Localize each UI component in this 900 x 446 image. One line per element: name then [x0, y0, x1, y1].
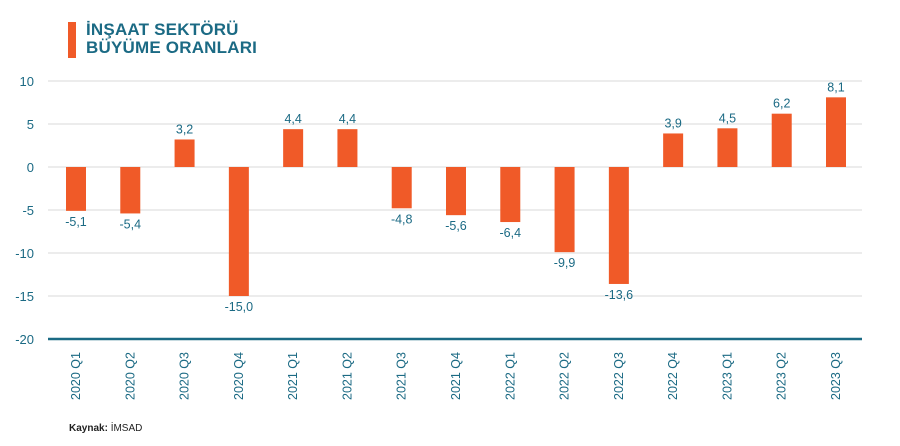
bars [66, 97, 846, 296]
source-note: Kaynak: İMSAD [69, 423, 142, 434]
value-label: -13,6 [605, 288, 634, 302]
value-label: -9,9 [554, 256, 576, 270]
bar [554, 167, 575, 253]
bar [663, 133, 684, 167]
x-tick-label: 2022 Q2 [558, 352, 572, 400]
bar [826, 97, 846, 167]
x-tick-label: 2023 Q2 [775, 352, 789, 400]
y-tick-label: 5 [27, 117, 34, 132]
x-tick-label: 2022 Q4 [666, 352, 680, 400]
value-label: -5,6 [445, 219, 467, 233]
value-label: 4,5 [719, 111, 736, 125]
title-text: İNŞAAT SEKTÖRÜ BÜYÜME ORANLARI [86, 21, 257, 57]
bar [120, 167, 141, 214]
title-line-1: İNŞAAT SEKTÖRÜ [86, 20, 239, 39]
y-tick-label: -5 [22, 203, 34, 218]
bar [228, 167, 249, 296]
x-tick-label: 2021 Q1 [286, 352, 300, 400]
x-tick-label: 2020 Q2 [123, 352, 137, 400]
x-tick-label: 2023 Q1 [720, 352, 734, 400]
y-tick-label: 10 [20, 74, 34, 89]
bar [66, 167, 86, 211]
value-label: -5,4 [120, 217, 142, 231]
value-label: 3,2 [176, 122, 193, 136]
x-tick-label: 2021 Q4 [449, 352, 463, 400]
title-line-2: BÜYÜME ORANLARI [86, 38, 258, 57]
y-tick-label: 0 [27, 160, 34, 175]
y-axis-ticks: 10 5 0 -5 -10 -15 -20 [15, 74, 34, 347]
bar [446, 167, 466, 216]
value-label: -4,8 [391, 212, 413, 226]
source-label: Kaynak: [69, 423, 108, 434]
bar [283, 129, 304, 167]
x-tick-label: 2021 Q3 [395, 352, 409, 400]
value-label: 3,9 [664, 116, 681, 130]
value-labels: -5,1 -5,4 3,2 -15,0 4,4 4,4 -4,8 -5,6 -6,4 -9,9 -1… [65, 80, 845, 314]
bar [391, 167, 412, 209]
value-label: -15,0 [225, 300, 254, 314]
x-tick-label: 2022 Q3 [612, 352, 626, 400]
bar [174, 139, 195, 167]
x-axis-ticks: 2020 Q1 2020 Q2 2020 Q3 2020 Q4 2021 Q1 2021 … [69, 352, 843, 400]
value-label: -6,4 [500, 226, 522, 240]
x-tick-label: 2021 Q2 [340, 352, 354, 400]
bar [337, 129, 358, 167]
bar [500, 167, 521, 223]
x-tick-label: 2023 Q3 [829, 352, 843, 400]
value-label: 4,4 [339, 112, 356, 126]
value-label: 8,1 [827, 80, 844, 94]
x-tick-label: 2020 Q1 [69, 352, 83, 400]
source-value: İMSAD [110, 423, 143, 434]
bar [608, 167, 629, 284]
title-accent-bar [68, 22, 76, 58]
y-tick-label: -10 [15, 246, 34, 261]
bar [771, 113, 792, 167]
value-label: -5,1 [65, 215, 87, 229]
value-label: 6,2 [773, 97, 790, 111]
y-tick-label: -15 [15, 289, 34, 304]
y-tick-label: -20 [15, 332, 34, 347]
x-tick-label: 2022 Q1 [503, 352, 517, 400]
value-label: 4,4 [284, 112, 301, 126]
x-tick-label: 2020 Q3 [178, 352, 192, 400]
bar [717, 128, 738, 167]
x-tick-label: 2020 Q4 [232, 352, 246, 400]
